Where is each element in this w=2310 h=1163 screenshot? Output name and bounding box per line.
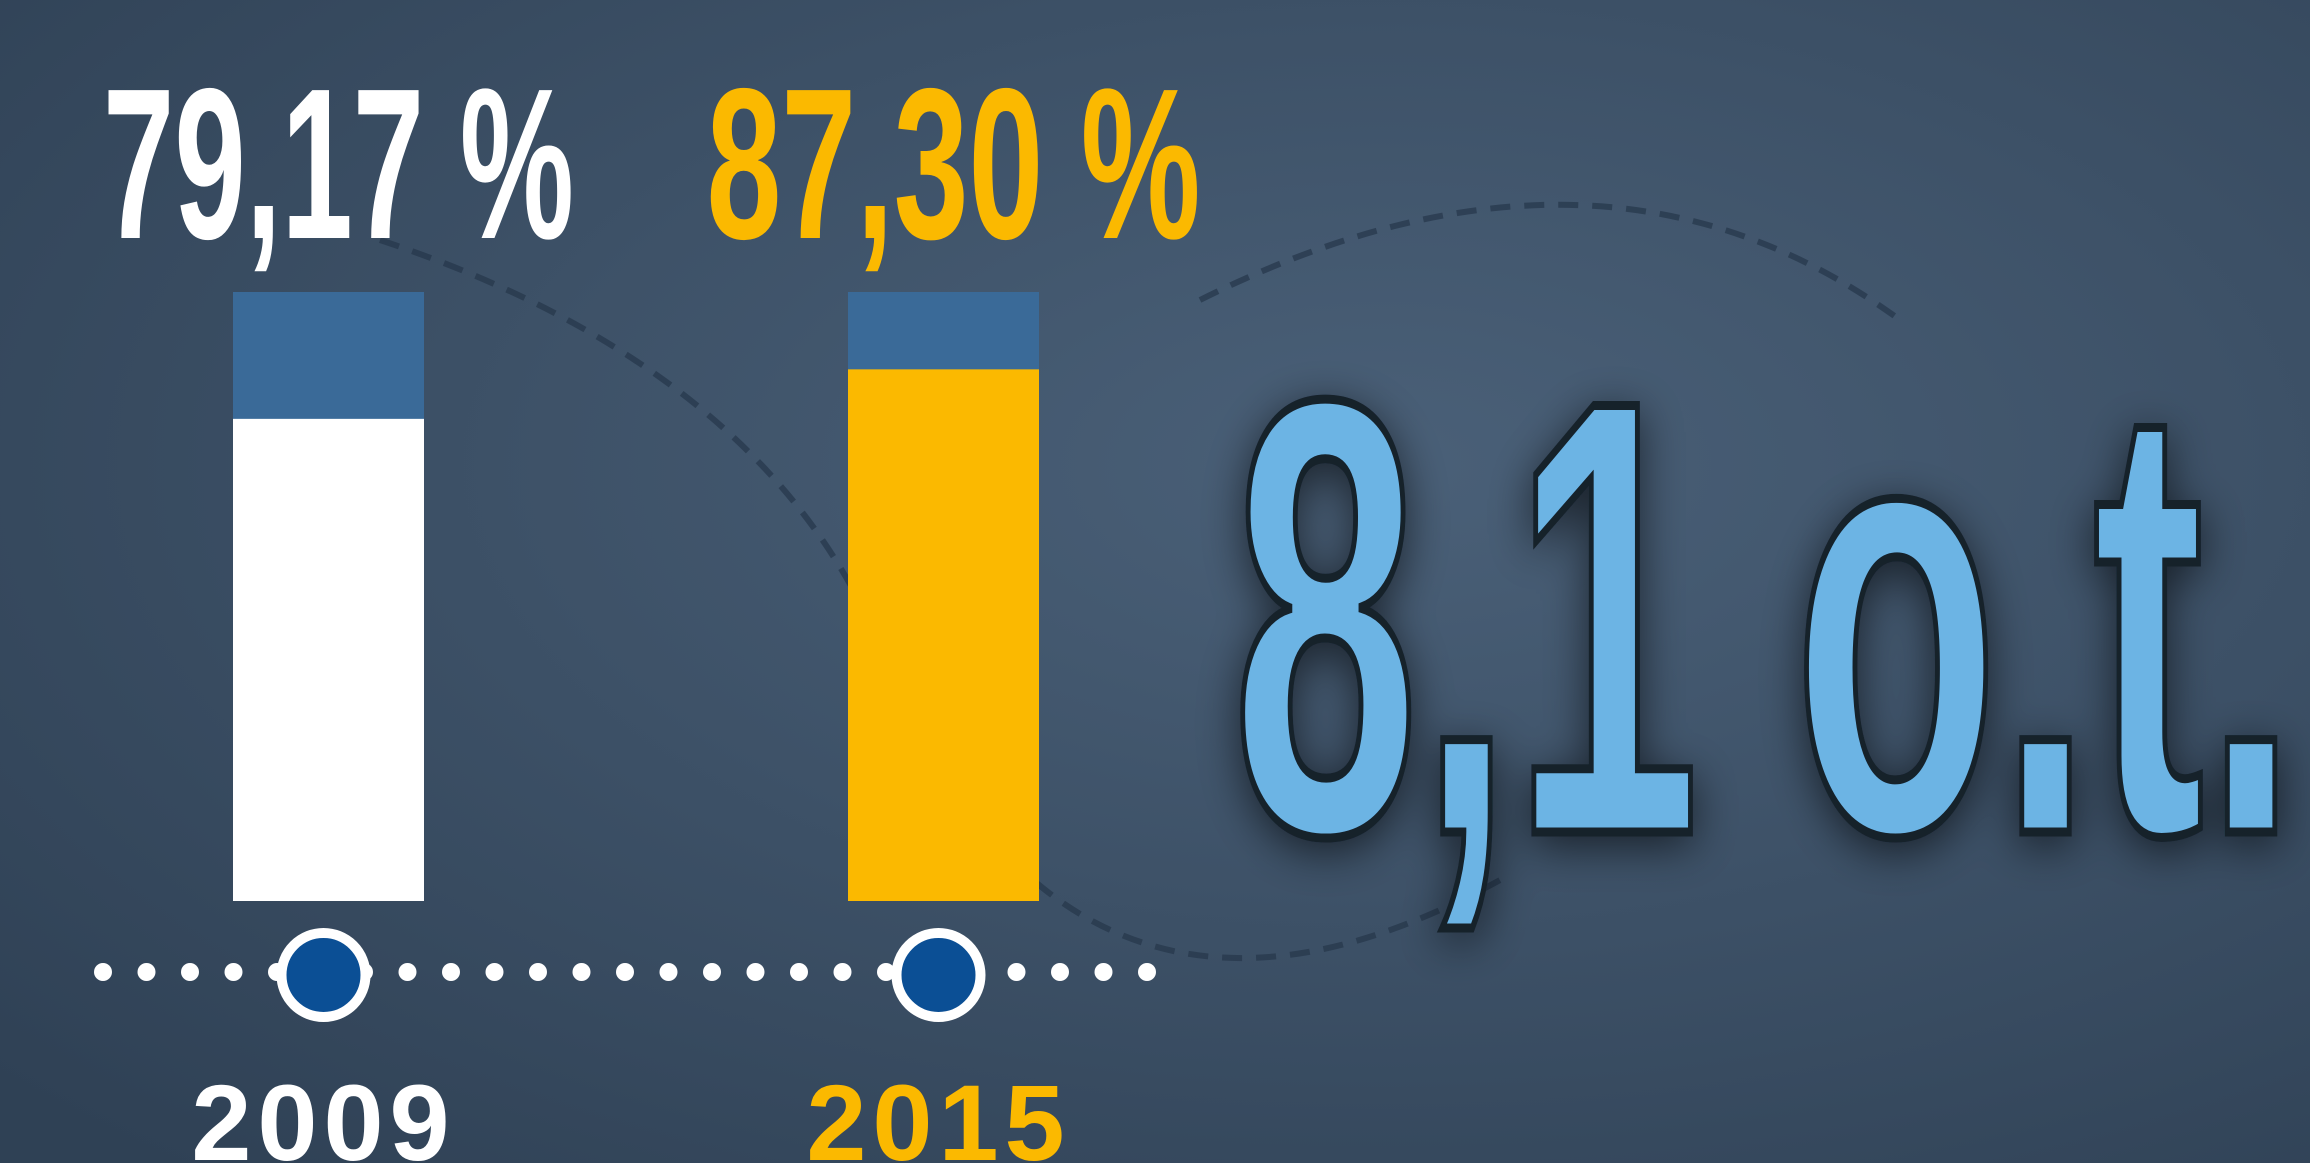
timeline-dot [529, 963, 547, 981]
timeline-dot [1094, 963, 1113, 981]
x-tick-label: 2009 [191, 1062, 455, 1163]
timeline-dot [181, 963, 199, 981]
timeline-dot [659, 963, 678, 981]
timeline-dot [485, 963, 504, 981]
timeline-dot [572, 963, 591, 981]
timeline-dot [746, 963, 765, 981]
timeline-dot [790, 963, 808, 981]
bar [233, 418, 424, 901]
timeline-dot [94, 963, 112, 981]
timeline-marker [276, 928, 371, 1022]
timeline-dot [1138, 963, 1156, 981]
timeline-dot [137, 963, 156, 981]
x-tick-label: 2015 [806, 1062, 1070, 1163]
timeline-dot [703, 963, 721, 981]
value-label: 87,30 % [707, 43, 1201, 284]
big-figure: 8,1 o.t. [1232, 272, 2298, 964]
value-label: 79,17 % [103, 43, 574, 284]
timeline-dot [877, 963, 895, 981]
timeline-dot [616, 963, 634, 981]
bar [848, 369, 1039, 901]
timeline-dot [442, 963, 460, 981]
timeline-dot [1051, 963, 1069, 981]
timeline-dot [398, 963, 417, 981]
timeline-dot [1007, 963, 1026, 981]
timeline-marker [891, 928, 986, 1022]
timeline-dot [224, 963, 243, 981]
timeline-dot [833, 963, 852, 981]
